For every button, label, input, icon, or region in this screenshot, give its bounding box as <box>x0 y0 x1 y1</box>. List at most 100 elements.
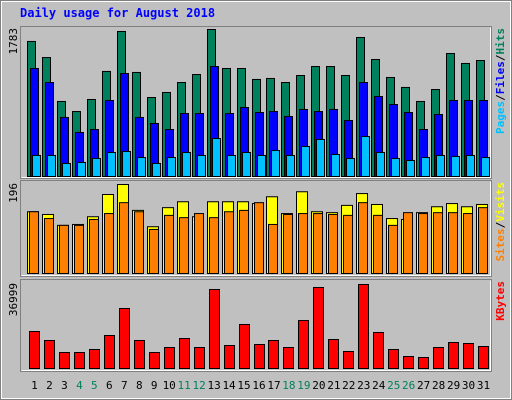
legend: Sites/Visits <box>494 182 507 262</box>
bar <box>182 152 191 177</box>
bar <box>254 343 265 369</box>
bar <box>227 154 236 177</box>
y-tick-label: 1783 <box>7 28 20 55</box>
x-tick-label: 6 <box>106 379 113 392</box>
x-tick-label: 28 <box>432 379 445 392</box>
bar <box>194 213 204 274</box>
bar <box>433 346 444 369</box>
legend: KBytes <box>494 281 507 321</box>
chart-title: Daily usage for August 2018 <box>20 6 215 20</box>
x-tick-label: 22 <box>342 379 355 392</box>
bar <box>59 224 69 274</box>
bar <box>448 341 459 370</box>
x-tick-label: 26 <box>402 379 415 392</box>
bar <box>403 355 414 369</box>
bar <box>313 286 324 370</box>
bar <box>104 334 115 369</box>
bar <box>44 339 55 370</box>
x-tick-label: 17 <box>267 379 280 392</box>
bar <box>373 214 383 274</box>
y-tick-label: 36999 <box>7 283 20 316</box>
bar <box>388 224 398 274</box>
bar <box>421 157 430 178</box>
x-tick-label: 20 <box>312 379 325 392</box>
bar <box>164 346 175 369</box>
x-tick-label: 21 <box>327 379 340 392</box>
bar <box>298 319 309 369</box>
bar <box>134 339 145 370</box>
bar <box>361 136 370 177</box>
bar <box>254 202 264 274</box>
legend-separator: / <box>494 54 507 61</box>
legend-entry: Visits <box>494 182 507 222</box>
x-tick-label: 8 <box>136 379 143 392</box>
bar <box>463 213 473 274</box>
legend: Pages/Files/Hits <box>494 28 507 134</box>
x-tick-label: 10 <box>163 379 176 392</box>
x-tick-label: 19 <box>297 379 310 392</box>
bar <box>164 214 174 274</box>
legend-separator: / <box>494 221 507 228</box>
bar <box>194 346 205 369</box>
bar <box>257 154 266 177</box>
bar <box>268 339 279 370</box>
bar <box>92 158 101 177</box>
x-tick-label: 15 <box>237 379 250 392</box>
bar <box>391 158 400 177</box>
bar <box>29 211 39 275</box>
bar <box>466 154 475 177</box>
bar <box>403 212 413 274</box>
bar <box>283 213 293 275</box>
bar <box>328 338 339 370</box>
x-tick-label: 18 <box>282 379 295 392</box>
bar <box>271 150 280 177</box>
bar <box>448 212 458 274</box>
x-tick-label: 29 <box>447 379 460 392</box>
x-tick-label: 2 <box>46 379 53 392</box>
panel-bevel <box>21 280 491 371</box>
bar <box>286 154 295 177</box>
bar <box>331 153 340 178</box>
legend-entry: KBytes <box>494 281 507 321</box>
bar <box>179 337 190 369</box>
x-tick-label: 3 <box>61 379 68 392</box>
x-tick-label: 13 <box>207 379 220 392</box>
x-tick-label: 27 <box>417 379 430 392</box>
bar <box>313 213 323 274</box>
panel-bevel <box>21 27 491 178</box>
bar <box>316 138 325 178</box>
x-tick-label: 23 <box>357 379 370 392</box>
bar <box>358 202 368 274</box>
x-tick-label: 7 <box>121 379 128 392</box>
bar <box>224 211 234 275</box>
x-tick-label: 16 <box>252 379 265 392</box>
bar <box>418 213 428 274</box>
bar <box>134 211 144 275</box>
bar <box>77 161 86 178</box>
bar <box>32 154 41 177</box>
bar <box>328 213 338 275</box>
bar <box>373 331 384 369</box>
bar <box>451 155 460 178</box>
bar <box>119 202 129 274</box>
bar <box>197 154 206 177</box>
bar <box>463 342 474 369</box>
x-tick-label: 1 <box>31 379 38 392</box>
bar <box>301 145 310 177</box>
x-tick-label: 24 <box>372 379 386 392</box>
bar <box>376 152 385 177</box>
bar <box>239 323 250 369</box>
x-tick-label: 31 <box>477 379 490 392</box>
bar <box>137 157 146 178</box>
bar <box>478 207 488 274</box>
bar <box>343 214 353 274</box>
bar <box>167 157 176 178</box>
bar <box>44 218 54 274</box>
bar <box>433 212 443 274</box>
bar <box>47 154 56 177</box>
bar <box>268 223 278 274</box>
x-tick-label: 11 <box>178 379 191 392</box>
bar <box>358 284 369 369</box>
